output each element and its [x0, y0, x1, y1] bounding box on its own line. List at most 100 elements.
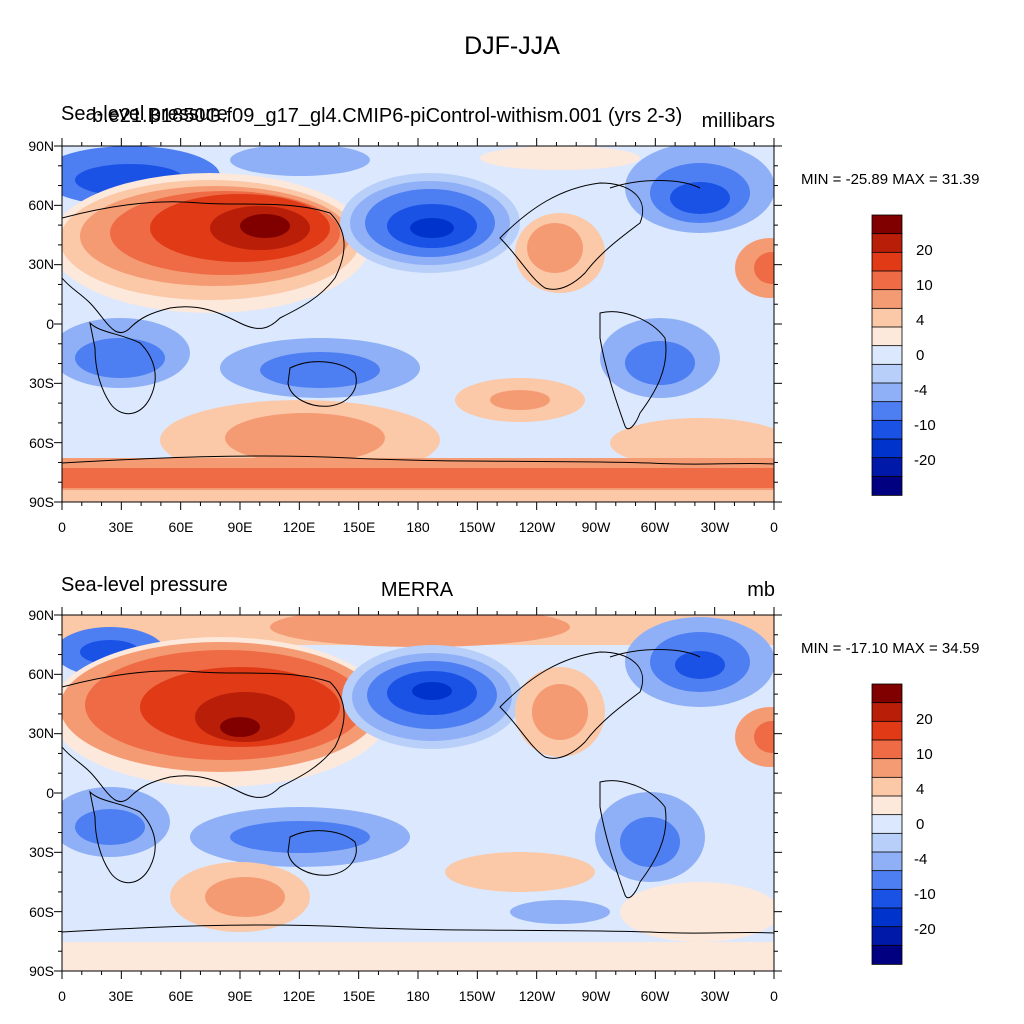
panel1-colorbar-label: 10 [916, 277, 933, 294]
panel1-lat-label: 90S [29, 494, 54, 510]
colorbar-swatch [871, 214, 903, 235]
panel2-lat-label: 90S [29, 963, 54, 979]
colorbar-swatch [871, 326, 903, 347]
panel1-lat-label: 60S [29, 435, 54, 451]
panel1-lon-label: 120E [283, 519, 316, 535]
panel2-lon-label: 0 [58, 988, 66, 1004]
colorbar-swatch [871, 907, 903, 928]
panel1-lon-label: 120W [519, 519, 556, 535]
figure-title: DJF-JJA [464, 32, 560, 60]
panel1-lat-axis: 90N 60N 30N 0 30S 60S 90S [28, 138, 54, 510]
panel1-lon-label: 60E [169, 519, 194, 535]
panel1-colorbar-label: 0 [916, 347, 924, 364]
panel2-colorbar: 20 10 4 0 -4 -10 -20 [860, 674, 970, 974]
panel2-lat-label: 60N [28, 666, 54, 682]
colorbar-swatch [871, 851, 903, 872]
panel2-lon-label: 0 [770, 988, 778, 1004]
panel1-lon-label: 60W [641, 519, 671, 535]
colorbar-swatch [871, 363, 903, 384]
colorbar-swatch [871, 814, 903, 835]
colorbar-swatch [871, 739, 903, 760]
panel1-lat-label: 60N [28, 197, 54, 213]
colorbar-swatch [871, 345, 903, 366]
panel1-colorbar-label: -10 [914, 417, 936, 434]
panel1-colorbar: 20 10 4 0 -4 -10 -20 [860, 205, 970, 505]
colorbar-swatch [871, 926, 903, 947]
panel2-colorbar-label: 10 [916, 746, 933, 763]
panel1-minmax: MIN = -25.89 MAX = 31.39 [801, 171, 980, 188]
panel1-lon-label: 0 [770, 519, 778, 535]
colorbar-swatch [871, 251, 903, 272]
panel2-lon-label: 30E [109, 988, 134, 1004]
panel1-case-title: b.e21.B1850G.f09_g17_gl4.CMIP6-piControl… [92, 105, 683, 127]
panel2-lon-axis: 0 30E 60E 90E 120E 150E 180 150W 120W 90… [58, 988, 778, 1004]
panel2-colorbar-label: -20 [914, 921, 936, 938]
panel2-map: 90N 60N 30N 0 30S 60S 90S 0 30E 60E 90E … [0, 597, 800, 1007]
panel2-lon-label: 60W [641, 988, 671, 1004]
panel1-lat-label: 30S [29, 375, 54, 391]
colorbar-swatch [871, 888, 903, 909]
panel2-contour-field [62, 615, 774, 971]
panel2-lon-label: 150E [343, 988, 376, 1004]
colorbar-swatch [871, 401, 903, 422]
panel2-colorbar-label: 4 [916, 781, 924, 798]
panel1-left-title: Sea-level pressure [61, 103, 228, 125]
panel2-lat-label: 30N [28, 725, 54, 741]
panel1-lon-label: 180 [406, 519, 430, 535]
colorbar-swatch [871, 233, 903, 254]
colorbar-swatch [871, 307, 903, 328]
panel2-left-title: Sea-level pressure [61, 574, 228, 596]
colorbar-swatch [871, 832, 903, 853]
colorbar-swatch [871, 870, 903, 891]
panel2-colorbar-boxes [871, 683, 903, 965]
panel2-lat-label: 30S [29, 844, 54, 860]
colorbar-swatch [871, 776, 903, 797]
panel2-lat-label: 60S [29, 904, 54, 920]
panel2-colorbar-label: 20 [916, 711, 933, 728]
panel1-lon-label: 150E [343, 519, 376, 535]
panel2-center-title: MERRA [380, 579, 454, 601]
panel1-colorbar-label: 4 [916, 312, 924, 329]
panel2-lon-label: 30W [701, 988, 731, 1004]
panel1-colorbar-boxes [871, 214, 903, 496]
panel1-colorbar-label: 20 [916, 242, 933, 259]
panel2-lon-label: 120W [519, 988, 556, 1004]
panel2-units: mb [747, 579, 775, 601]
panel2-lon-label: 60E [169, 988, 194, 1004]
panel1-contour-field [62, 146, 774, 502]
panel2-colorbar-label: -4 [914, 851, 927, 868]
panel2-lon-label: 120E [283, 988, 316, 1004]
panel1-colorbar-label: -20 [914, 452, 936, 469]
colorbar-swatch [871, 944, 903, 965]
panel2-colorbar-label: 0 [916, 816, 924, 833]
panel1-lat-label: 90N [28, 138, 54, 154]
colorbar-swatch [871, 683, 903, 704]
panel1-lon-label: 90W [582, 519, 612, 535]
panel2-lon-label: 90W [582, 988, 612, 1004]
panel2-colorbar-label: -10 [914, 886, 936, 903]
panel2-lat-label: 90N [28, 607, 54, 623]
panel2-lon-label: 150W [459, 988, 496, 1004]
colorbar-swatch [871, 475, 903, 496]
panel1-map: 90N 60N 30N 0 30S 60S 90S 0 30E 60E 90E … [0, 128, 800, 538]
colorbar-swatch [871, 702, 903, 723]
colorbar-swatch [871, 795, 903, 816]
panel1-lon-label: 30E [109, 519, 134, 535]
panel2-lat-axis: 90N 60N 30N 0 30S 60S 90S [28, 607, 54, 979]
colorbar-swatch [871, 270, 903, 291]
panel1-coastlines [62, 180, 774, 465]
panel2-ticks [54, 607, 782, 979]
colorbar-swatch [871, 419, 903, 440]
panel1-lon-axis: 0 30E 60E 90E 120E 150E 180 150W 120W 90… [58, 519, 778, 535]
panel1-lon-label: 30W [701, 519, 731, 535]
panel2-minmax: MIN = -17.10 MAX = 34.59 [801, 640, 980, 657]
panel2-lat-label: 0 [46, 785, 54, 801]
colorbar-swatch [871, 382, 903, 403]
panel1-lat-label: 30N [28, 256, 54, 272]
colorbar-swatch [871, 438, 903, 459]
colorbar-swatch [871, 457, 903, 478]
panel1-units: millibars [701, 110, 775, 132]
panel1-colorbar-label: -4 [914, 382, 927, 399]
panel1-lon-label: 150W [459, 519, 496, 535]
panel2-lon-label: 90E [228, 988, 253, 1004]
